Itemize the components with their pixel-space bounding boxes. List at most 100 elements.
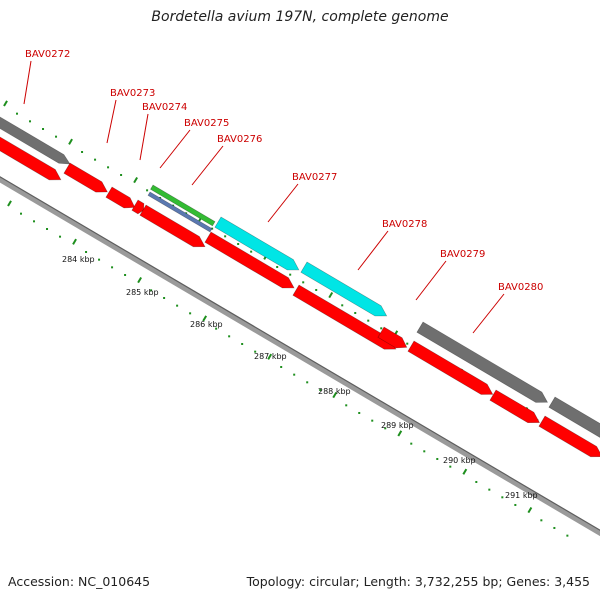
tick-dots [3, 100, 578, 537]
inner-tick-dot [33, 220, 36, 223]
gene-leader-line [267, 183, 299, 223]
kbp-label: 284 kbp [62, 255, 95, 264]
inner-tick-dot [85, 250, 88, 253]
inner-tick-dot [449, 465, 452, 468]
kbp-label: 290 kbp [443, 456, 476, 465]
outer-tick-dot [81, 150, 84, 153]
gene-leader-line [191, 145, 224, 186]
outer-tick-dot [120, 173, 123, 176]
feature-bar-blue [147, 191, 213, 233]
outer-tick-dot [367, 319, 370, 322]
outer-tick-dot [302, 281, 305, 284]
gene-leader-line [23, 60, 32, 105]
rna-bar-bav0278 [300, 261, 388, 317]
outer-tick-dot-major [133, 176, 138, 184]
inner-tick-dot [371, 419, 374, 422]
features [0, 116, 600, 458]
cds-bar [407, 340, 494, 395]
inner-tick-dot [358, 411, 361, 414]
inner-tick-dot [384, 427, 387, 430]
inner-tick-dot [488, 488, 491, 491]
inner-tick-dot-major [72, 238, 77, 245]
outer-tick-dot [250, 250, 253, 253]
gene-leader-line [415, 260, 447, 301]
inner-tick-dot [501, 496, 504, 499]
outer-tick-dot [406, 342, 409, 345]
inner-tick-dot [319, 388, 322, 391]
outer-tick-dot [237, 242, 240, 245]
gene-bar-bav0280 [416, 321, 549, 403]
cds-bar [139, 204, 206, 248]
inner-tick-dot [280, 365, 283, 368]
inner-tick-dot [150, 289, 153, 292]
outer-tick-dot [146, 189, 149, 192]
outer-tick-dot [29, 120, 32, 123]
gene-leader-line [472, 293, 505, 334]
inner-tick-dot-major [397, 430, 403, 437]
inner-tick-dot [306, 381, 309, 384]
outer-tick-dot [276, 265, 279, 268]
inner-tick-dot [553, 526, 556, 529]
inner-tick-dot [124, 273, 127, 276]
inner-tick-dot [566, 534, 569, 537]
outer-tick-dot-major [328, 291, 334, 299]
inner-tick-dot [475, 480, 478, 483]
map-title: Bordetella avium 197N, complete genome [151, 9, 449, 25]
inner-tick-dot [345, 404, 348, 407]
outer-tick-dot [341, 304, 344, 307]
cds-bar [204, 231, 295, 289]
outer-tick-dot [224, 235, 227, 238]
inner-tick-dot [215, 327, 218, 330]
inner-tick-dot [423, 450, 426, 453]
inner-tick-dot [410, 442, 413, 445]
gene-leader-line [106, 99, 117, 144]
outer-tick-dot [55, 135, 58, 138]
gene-label-bav0272: BAV0272 [25, 49, 70, 60]
outer-tick-dot [211, 227, 214, 230]
gene-label-bav0278: BAV0278 [382, 219, 427, 230]
backbone-edge [0, 176, 600, 531]
kbp-label: 291 kbp [505, 491, 538, 500]
inner-tick-dot [98, 258, 101, 261]
cds-bar [105, 186, 136, 209]
cds-bar [131, 199, 145, 215]
inner-tick-dot [241, 342, 244, 345]
gene-label-bav0273: BAV0273 [110, 88, 155, 99]
cds-bar [489, 389, 541, 424]
gene-leader-line [357, 230, 389, 271]
gene-label-bav0280: BAV0280 [498, 282, 543, 293]
backbone [0, 176, 600, 537]
gene-label-bav0274: BAV0274 [142, 102, 187, 113]
cds-bar [0, 136, 62, 181]
outer-tick-dot [289, 273, 292, 276]
inner-tick-dot-major [7, 200, 12, 207]
cds-bar [292, 284, 397, 350]
outer-tick-dot [107, 166, 110, 169]
inner-tick-dot [540, 519, 543, 522]
inner-tick-dot-major [137, 276, 142, 284]
inner-tick-dot [228, 335, 231, 338]
inner-tick-dot-major [332, 391, 338, 399]
gene-label-bav0275: BAV0275 [184, 118, 229, 129]
inner-tick-dot-major [462, 468, 468, 475]
inner-tick-dot-major [202, 315, 208, 322]
gene-leader-line [139, 113, 149, 161]
cds-bar [63, 162, 108, 193]
outer-tick-dot [380, 327, 383, 330]
gene-label-bav0277: BAV0277 [292, 172, 337, 183]
inner-tick-dot-major [527, 506, 533, 514]
inner-tick-dot [111, 266, 114, 269]
gene-bar-right [548, 396, 600, 438]
backbone-line [0, 176, 600, 537]
gene-leader-line [159, 129, 191, 169]
inner-tick-dot [436, 457, 439, 460]
inner-tick-dot [46, 227, 49, 230]
outer-tick-dot-major [3, 100, 8, 107]
inner-tick-dot [293, 373, 296, 376]
kbp-label: 288 kbp [318, 387, 351, 396]
outer-tick-dot [354, 311, 357, 314]
genome-stats-text: Topology: circular; Length: 3,732,255 bp… [246, 574, 590, 589]
inner-tick-dot [163, 296, 166, 299]
gene-labels: BAV0272 BAV0273 BAV0274 BAV0275 BAV0276 BAV02… [23, 49, 543, 334]
